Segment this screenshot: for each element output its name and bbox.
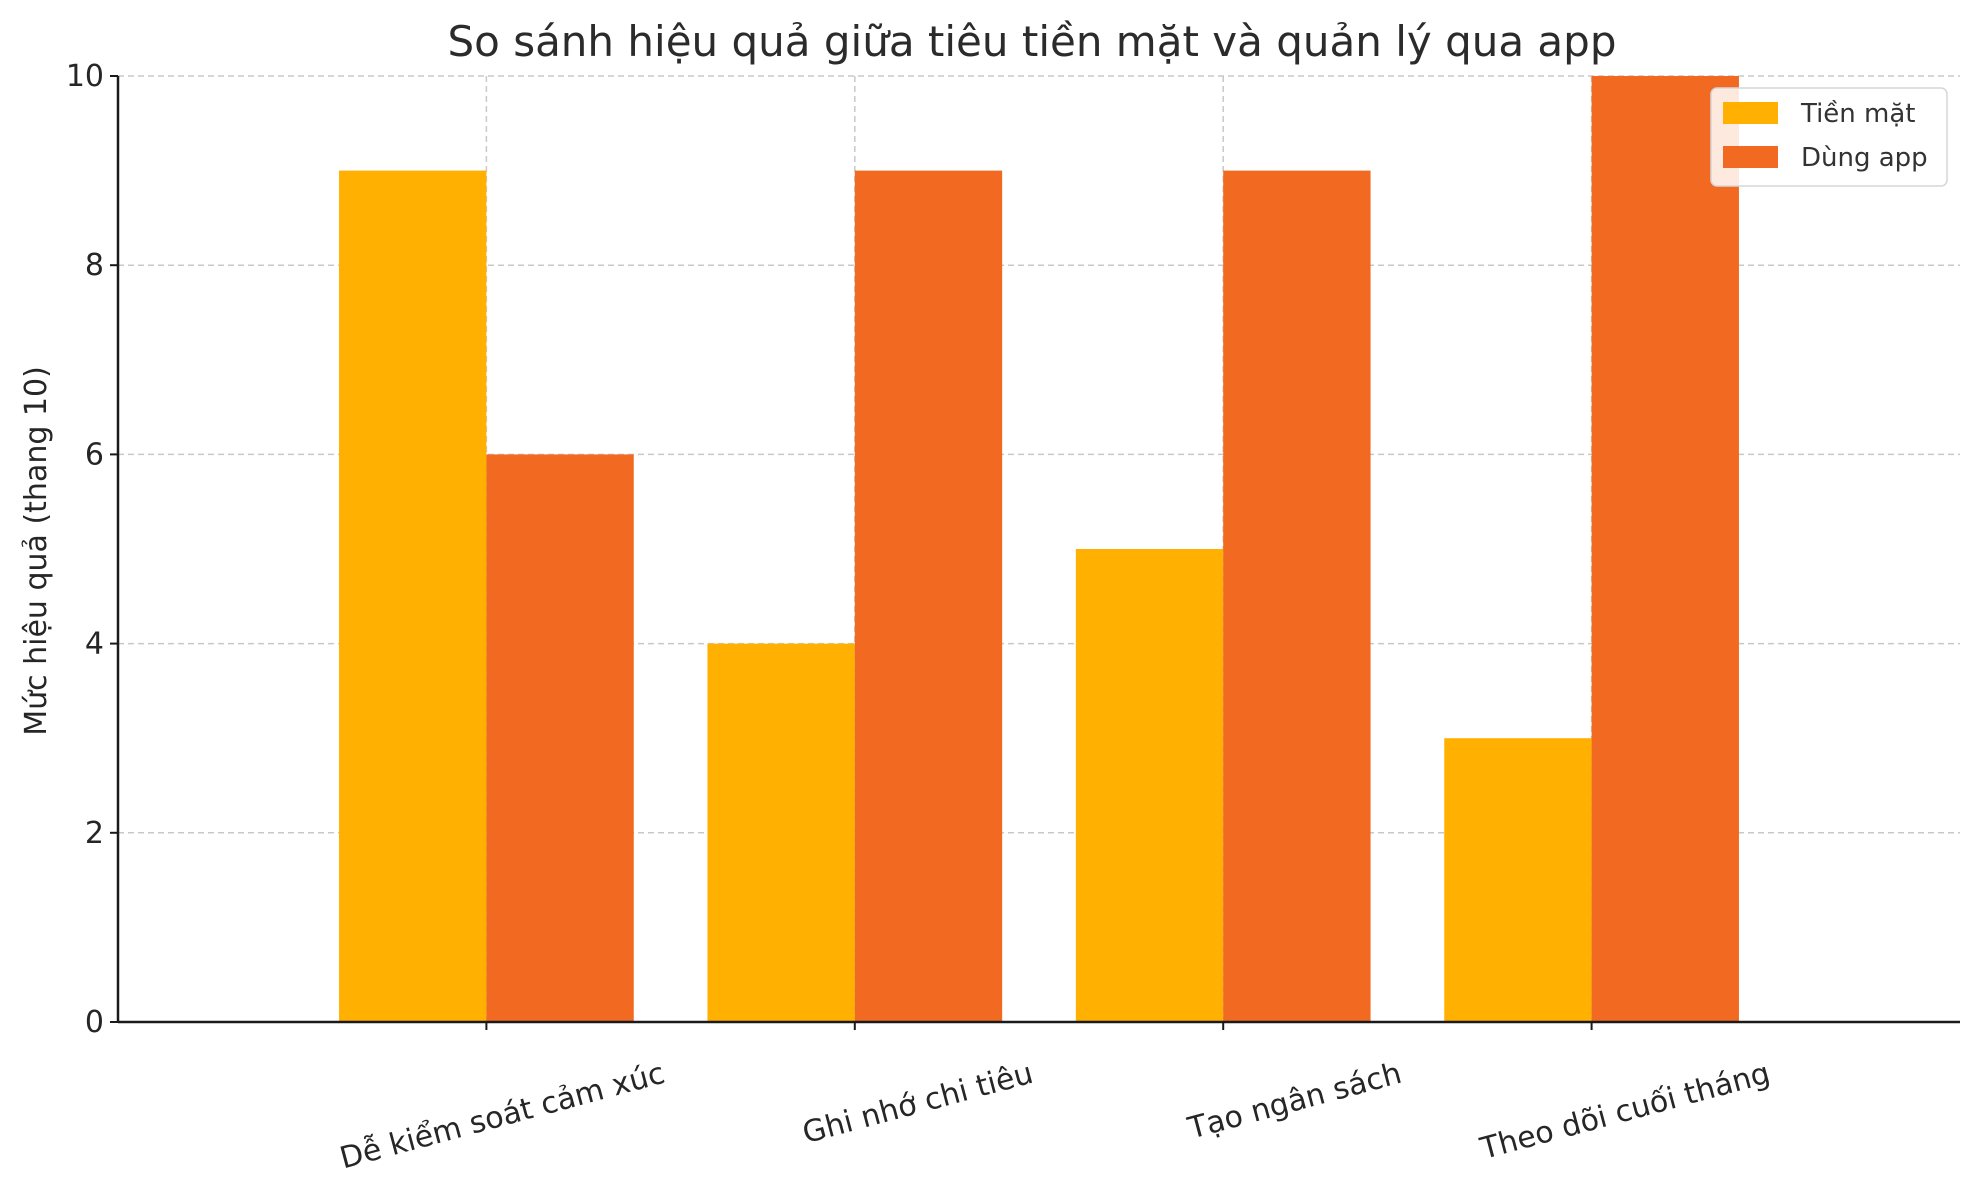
bar-cash-3 <box>1444 738 1592 1022</box>
y-tick-label: 4 <box>85 627 104 662</box>
bar-cash-1 <box>707 643 855 1022</box>
legend-swatch <box>1723 102 1778 124</box>
bar-app-1 <box>854 170 1003 1023</box>
x-tick-label: Theo dõi cuối tháng <box>1476 1056 1774 1167</box>
x-tick-label: Dễ kiểm soát cảm xúc <box>336 1055 669 1176</box>
axes <box>116 76 1960 1024</box>
x-tick-labels: Dễ kiểm soát cảm xúc Ghi nhớ chi tiêu Tạo … <box>336 1022 1774 1176</box>
x-tick-label: Ghi nhớ chi tiêu <box>799 1056 1037 1151</box>
y-ticks: 0 2 4 6 8 10 <box>66 59 118 1040</box>
legend-label: Dùng app <box>1801 143 1928 173</box>
x-tick-label: Tạo ngân sách <box>1184 1056 1406 1147</box>
y-tick-label: 6 <box>85 437 104 472</box>
bar-cash-2 <box>1075 549 1224 1022</box>
legend-label: Tiền mặt <box>1800 99 1916 129</box>
bars <box>339 76 1739 1023</box>
y-tick-label: 8 <box>85 248 104 283</box>
y-tick-label: 0 <box>85 1005 104 1040</box>
bar-app-3 <box>1591 76 1739 1022</box>
legend-swatch <box>1723 146 1778 168</box>
bar-cash-0 <box>339 170 487 1023</box>
bar-app-2 <box>1223 170 1371 1023</box>
y-tick-label: 10 <box>66 59 104 94</box>
chart-title: So sánh hiệu quả giữa tiêu tiền mặt và q… <box>447 17 1616 66</box>
y-tick-label: 2 <box>85 816 104 851</box>
legend: Tiền mặt Dùng app <box>1710 87 1948 187</box>
y-axis-label: Mức hiệu quả (thang 10) <box>19 366 54 736</box>
bar-app-0 <box>486 454 634 1022</box>
